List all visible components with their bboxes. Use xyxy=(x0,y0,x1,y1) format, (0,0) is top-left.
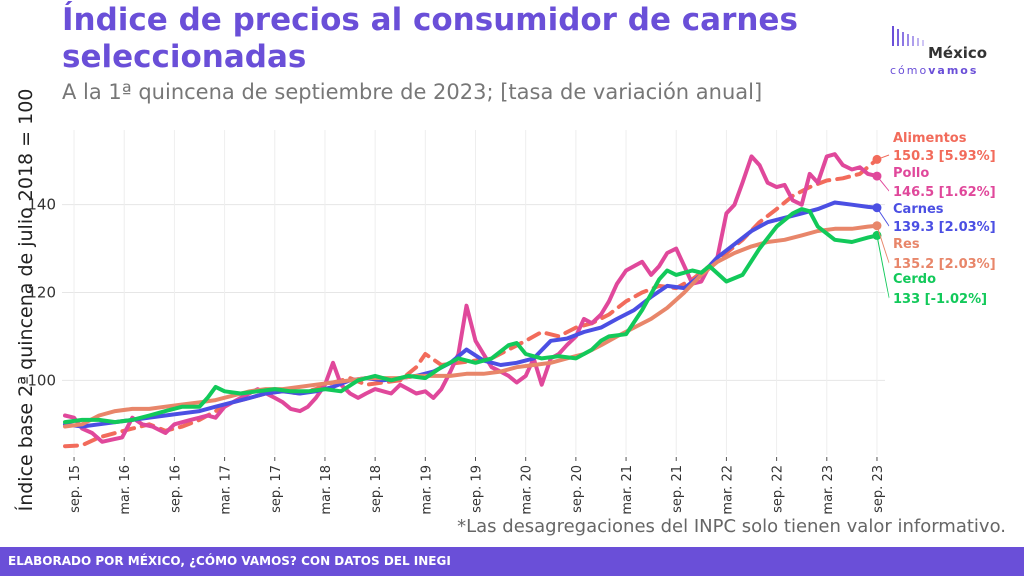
legend-name-pollo: Pollo xyxy=(893,166,929,181)
y-tick-label: 140 xyxy=(27,196,56,214)
x-tick-label: mar. 22 xyxy=(720,465,735,515)
legend-value-pollo: 146.5 [1.62%] xyxy=(893,185,996,200)
logo-como-vamos-text: cómovamos xyxy=(890,64,978,77)
x-tick-label: mar. 23 xyxy=(821,465,836,515)
x-tick-label: sep. 23 xyxy=(871,465,886,513)
logo-bars-icon xyxy=(892,26,924,46)
chart-grid xyxy=(62,130,885,455)
series-line-pollo xyxy=(63,152,879,444)
legend-value-carnes: 139.3 [2.03%] xyxy=(893,220,996,235)
x-tick-label: sep. 15 xyxy=(68,465,83,513)
line-chart: Alimentos 150.3 [5.93%] Pollo 146.5 [1.62%]… xyxy=(27,130,996,515)
x-tick-label: mar. 19 xyxy=(419,465,434,515)
legend-name-res: Res xyxy=(893,237,920,252)
footnote: *Las desagregaciones del INPC solo tiene… xyxy=(457,516,1006,537)
logo-mexico-text: México xyxy=(928,44,988,62)
x-tick-label: mar. 21 xyxy=(620,465,635,515)
legend-value-alimentos: 150.3 [5.93%] xyxy=(893,149,996,164)
x-tick-label: mar. 18 xyxy=(319,465,334,515)
y-tick-label: 100 xyxy=(27,371,56,389)
x-tick-label: sep. 20 xyxy=(570,465,585,513)
end-label-connector xyxy=(876,225,890,264)
x-tick-label: sep. 22 xyxy=(771,465,786,513)
logo-vamos-text: vamos xyxy=(928,64,979,77)
x-tick-label: mar. 16 xyxy=(118,465,133,515)
page-subtitle: A la 1ª quincena de septiembre de 2023; … xyxy=(62,80,763,104)
end-label-connector xyxy=(876,154,890,160)
footer-bar: ELABORADO POR MÉXICO, ¿CÓMO VAMOS? CON D… xyxy=(0,547,1024,576)
x-tick-label: mar. 17 xyxy=(219,465,234,515)
legend-name-cerdo: Cerdo xyxy=(893,272,936,287)
chart-axes: 100 120 140 sep. 15 mar. 16 sep. 16 mar. 17 sep… xyxy=(27,196,886,515)
x-tick-label: sep. 18 xyxy=(369,465,384,513)
chart-series xyxy=(63,152,882,449)
series-line-cerdo xyxy=(63,207,879,425)
end-label-connector xyxy=(876,175,890,192)
x-tick-label: sep. 16 xyxy=(168,465,183,513)
x-tick-label: sep. 21 xyxy=(670,465,685,513)
series-line-carnes xyxy=(63,200,879,429)
page-title: Índice de precios al consumidor de carne… xyxy=(62,2,798,75)
x-tick-label: mar. 20 xyxy=(520,465,535,515)
logo-como-text: cómo xyxy=(890,64,929,77)
legend-name-alimentos: Alimentos xyxy=(893,131,967,146)
end-label-connector xyxy=(876,235,890,299)
legend-value-cerdo: 133 [-1.02%] xyxy=(893,292,987,307)
legend-name-carnes: Carnes xyxy=(893,202,944,217)
chart-end-labels: Alimentos 150.3 [5.93%] Pollo 146.5 [1.62%]… xyxy=(876,131,996,307)
legend-value-res: 135.2 [2.03%] xyxy=(893,257,996,272)
x-tick-label: sep. 19 xyxy=(470,465,485,513)
end-label-connector xyxy=(876,207,890,227)
y-tick-label: 120 xyxy=(27,284,56,302)
x-tick-label: sep. 17 xyxy=(269,465,284,513)
mexico-como-vamos-logo: México cómovamos xyxy=(888,22,1008,82)
